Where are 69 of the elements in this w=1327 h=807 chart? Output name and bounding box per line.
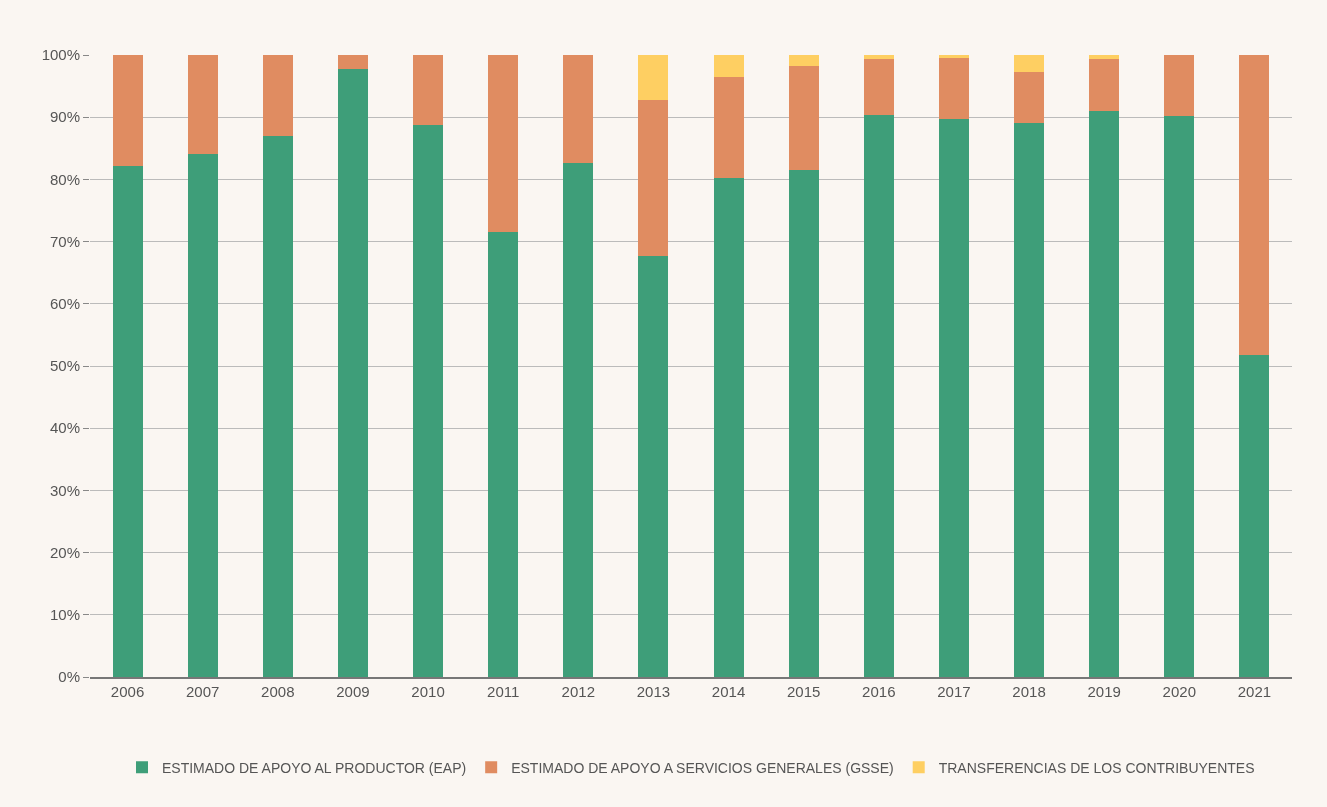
x-tick-label: 2009 xyxy=(336,683,370,700)
x-tick-label: 2017 xyxy=(937,683,971,700)
bar xyxy=(938,55,969,59)
y-tick-label: 90% xyxy=(49,108,80,126)
x-tick-label: 2013 xyxy=(636,683,671,700)
bar xyxy=(112,165,143,677)
bar xyxy=(1014,55,1045,73)
y-tick-label: 70% xyxy=(49,232,80,250)
x-tick-label: 2006 xyxy=(110,683,145,700)
y-tick-label: 30% xyxy=(49,481,80,499)
x-tick-label: 2015 xyxy=(787,683,821,700)
bar xyxy=(1014,123,1045,677)
bar xyxy=(788,65,819,171)
x-tick-label: 2021 xyxy=(1237,683,1272,700)
bar xyxy=(262,55,293,136)
x-tick-label: 2007 xyxy=(186,683,220,700)
y-tick-label: 40% xyxy=(49,419,80,437)
y-tick-label: 20% xyxy=(49,543,80,561)
legend-label: TRANSFERENCIAS DE LOS CONTRIBUYENTES xyxy=(938,759,1255,776)
x-tick-label: 2018 xyxy=(1012,683,1046,700)
y-tick-label: 100% xyxy=(41,46,80,64)
bar xyxy=(1089,55,1120,60)
x-tick-label: 2012 xyxy=(561,683,595,700)
y-tick-label: 80% xyxy=(49,170,80,188)
bar xyxy=(938,58,969,120)
bar xyxy=(1164,115,1195,677)
bar xyxy=(488,232,519,677)
bar xyxy=(112,55,143,166)
bar xyxy=(638,55,669,101)
y-tick-label: 50% xyxy=(49,357,80,375)
bar xyxy=(713,55,744,77)
x-tick-label: 2008 xyxy=(261,683,295,700)
x-tick-label: 2019 xyxy=(1087,683,1121,700)
bar xyxy=(788,55,819,66)
x-tick-label: 2020 xyxy=(1162,683,1196,700)
x-tick-label: 2014 xyxy=(711,683,746,700)
y-tick-label: 0% xyxy=(58,668,80,686)
bar xyxy=(1164,55,1195,116)
bar xyxy=(262,135,293,677)
bar xyxy=(863,115,894,677)
bar xyxy=(1089,59,1120,111)
bar xyxy=(187,55,218,154)
bar xyxy=(1239,355,1270,677)
x-tick-label: 2016 xyxy=(862,683,896,700)
bar xyxy=(1014,72,1045,124)
bar xyxy=(337,55,368,70)
bar xyxy=(938,119,969,677)
bar xyxy=(863,55,894,60)
bar xyxy=(788,170,819,677)
bar xyxy=(1089,110,1120,677)
x-tick-label: 2010 xyxy=(411,683,445,700)
bar xyxy=(713,76,744,179)
legend-label: ESTIMADO DE APOYO AL PRODUCTOR (EAP) xyxy=(162,759,467,776)
y-tick-label: 60% xyxy=(49,295,80,313)
y-tick-label: 10% xyxy=(49,606,80,624)
bar xyxy=(413,55,444,126)
bar xyxy=(413,125,444,677)
bar xyxy=(563,55,594,163)
bar xyxy=(863,59,894,116)
bar xyxy=(563,162,594,677)
bar xyxy=(187,153,218,677)
bar xyxy=(337,69,368,677)
x-tick-label: 2011 xyxy=(487,683,520,700)
legend-label: ESTIMADO DE APOYO A SERVICIOS GENERALES (GSSE) xyxy=(511,759,894,776)
bar xyxy=(488,55,519,233)
bar xyxy=(638,100,669,256)
bar xyxy=(638,255,669,677)
bar xyxy=(713,178,744,677)
bar xyxy=(1239,55,1270,356)
